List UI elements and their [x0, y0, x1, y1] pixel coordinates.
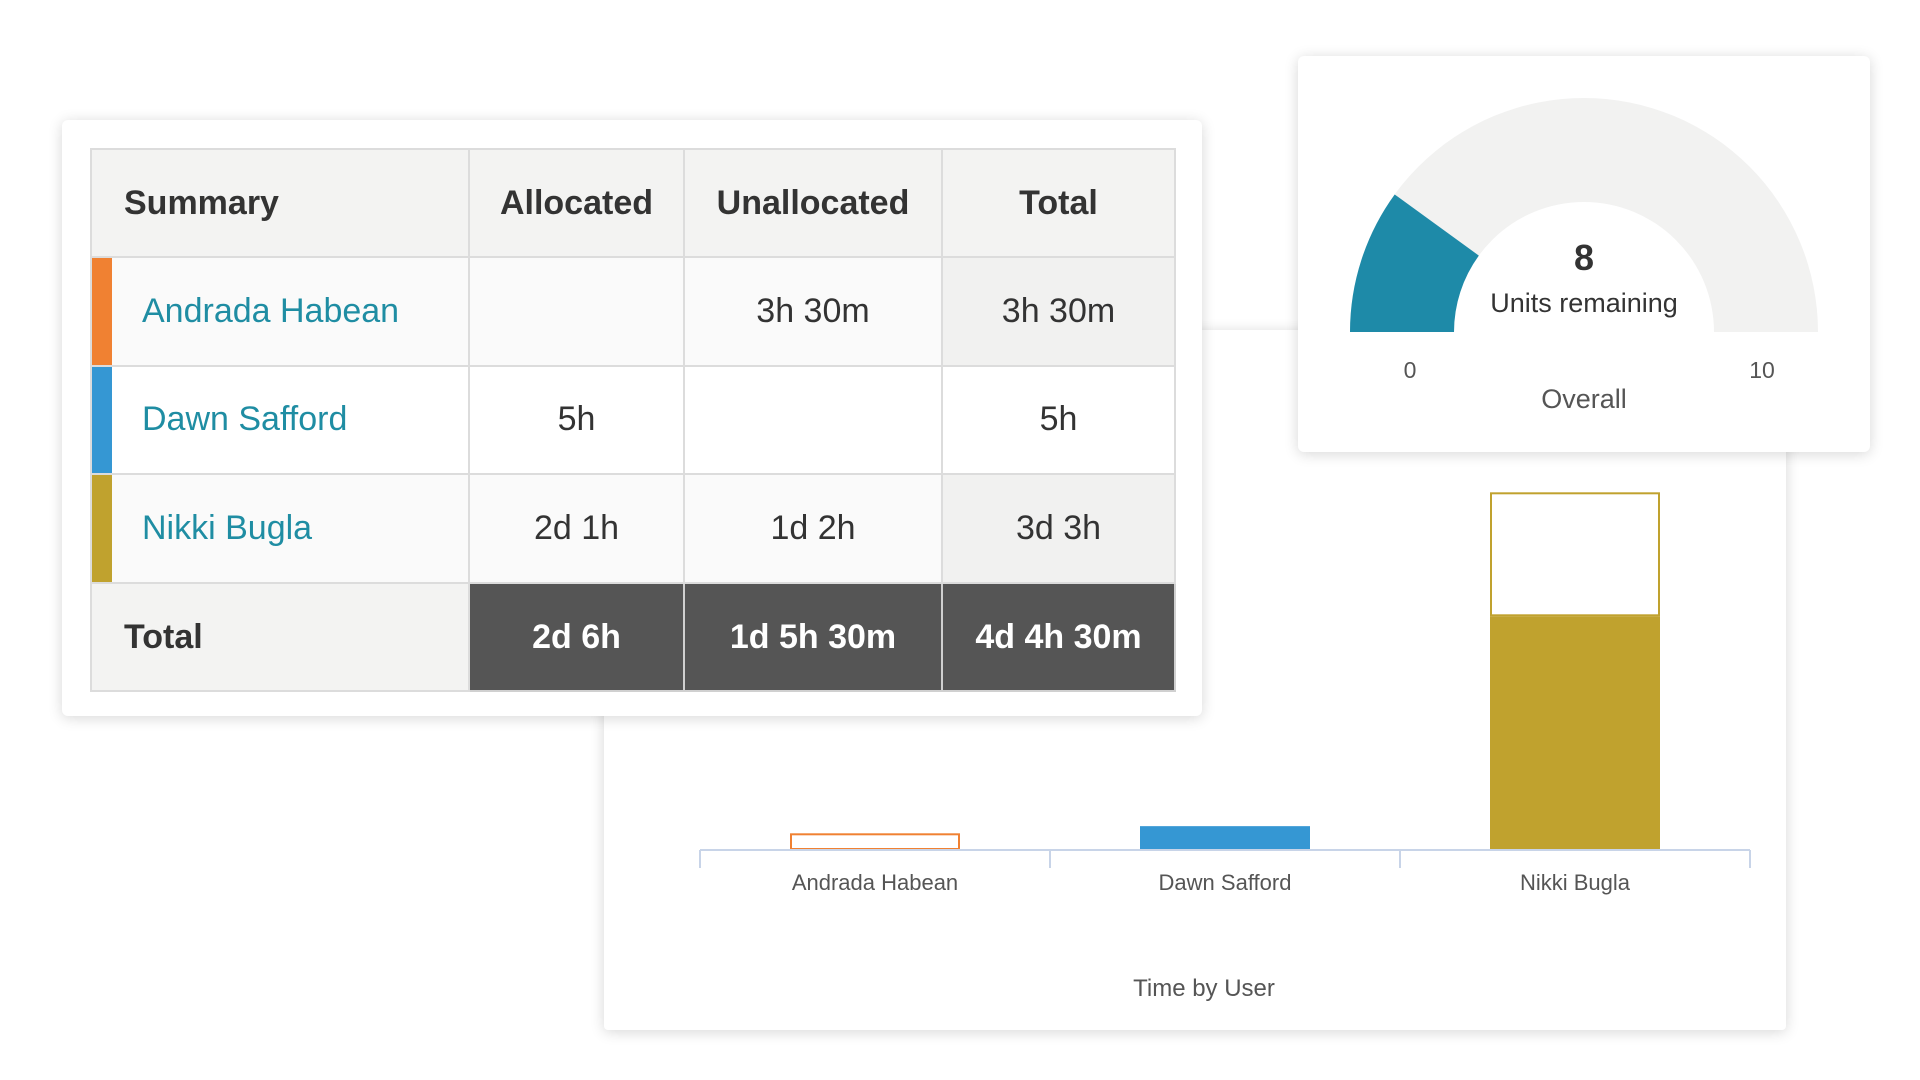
time-by-user-chart: Andrada Habean Dawn Safford Nikki Bugla Ti…: [699, 492, 1751, 1002]
summary-table-card: Summary Allocated Unallocated Total Andr…: [62, 120, 1202, 716]
bar-allocated[interactable]: [1140, 826, 1310, 850]
bar-unallocated[interactable]: [790, 833, 960, 850]
gauge-value: 8: [1574, 237, 1594, 278]
gauge-label: Overall: [1541, 384, 1627, 414]
bar-unallocated[interactable]: [1490, 492, 1660, 617]
total-allocated-cell: 2d 6h: [468, 582, 685, 692]
table-row: Nikki Bugla 2d 1h 1d 2h 3d 3h: [90, 473, 1176, 584]
user-name-cell: Dawn Safford: [90, 364, 470, 476]
user-name-cell: Andrada Habean: [90, 256, 470, 367]
header-total[interactable]: Total: [941, 148, 1176, 258]
gauge-units-label: Units remaining: [1490, 288, 1678, 318]
allocated-cell: 5h: [468, 364, 685, 476]
table-total-row: Total 2d 6h 1d 5h 30m 4d 4h 30m: [90, 582, 1176, 692]
total-unallocated-cell: 1d 5h 30m: [683, 582, 943, 692]
gauge-min-label: 0: [1404, 357, 1417, 383]
gauge-fill: [1350, 194, 1479, 332]
bar-allocated[interactable]: [1490, 616, 1660, 850]
chart-title: Time by User: [1133, 975, 1275, 1002]
user-color-marker: [92, 258, 112, 365]
header-unallocated[interactable]: Unallocated: [683, 148, 943, 258]
bars-group: [790, 492, 1660, 850]
user-link-nikki-bugla[interactable]: Nikki Bugla: [142, 509, 313, 548]
total-row-label: Total: [90, 582, 470, 692]
gauge-max-label: 10: [1749, 357, 1775, 383]
table-row: Dawn Safford 5h 5h: [90, 364, 1176, 476]
units-gauge: 8 Units remaining 0 10 Overall: [1350, 98, 1818, 414]
total-cell: 3h 30m: [941, 256, 1176, 367]
user-link-dawn-safford[interactable]: Dawn Safford: [142, 400, 348, 439]
total-cell: 5h: [941, 364, 1176, 476]
x-axis-label: Andrada Habean: [792, 870, 958, 895]
x-axis-label: Dawn Safford: [1159, 870, 1292, 895]
x-axis-labels: Andrada Habean Dawn Safford Nikki Bugla: [792, 870, 1631, 895]
header-summary[interactable]: Summary: [90, 148, 470, 258]
user-color-marker: [92, 366, 112, 474]
user-link-andrada-habean[interactable]: Andrada Habean: [142, 291, 400, 330]
x-axis-label: Nikki Bugla: [1520, 870, 1631, 895]
total-cell: 3d 3h: [941, 473, 1176, 584]
allocated-cell: [468, 256, 685, 367]
user-name-cell: Nikki Bugla: [90, 473, 470, 584]
allocated-cell: 2d 1h: [468, 473, 685, 584]
table-header-row: Summary Allocated Unallocated Total: [90, 148, 1176, 258]
table-row: Andrada Habean 3h 30m 3h 30m: [90, 256, 1176, 367]
unallocated-cell: [683, 364, 943, 476]
x-axis-ticks: [699, 850, 1751, 868]
header-allocated[interactable]: Allocated: [468, 148, 685, 258]
user-color-marker: [92, 475, 112, 582]
summary-table: Summary Allocated Unallocated Total Andr…: [90, 148, 1176, 692]
unallocated-cell: 3h 30m: [683, 256, 943, 367]
units-remaining-gauge-card: 8 Units remaining 0 10 Overall: [1298, 56, 1870, 452]
unallocated-cell: 1d 2h: [683, 473, 943, 584]
grand-total-cell: 4d 4h 30m: [941, 582, 1176, 692]
